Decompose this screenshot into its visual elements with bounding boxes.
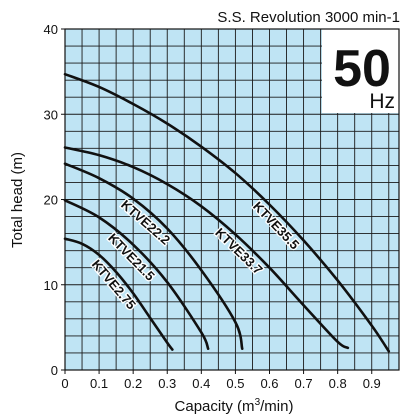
x-tick-label: 0.4 — [192, 376, 210, 391]
y-axis-ticks: 0 10 20 30 40 — [44, 22, 65, 378]
speed-note: S.S. Revolution 3000 min-1 — [217, 9, 400, 26]
curve-ktve22-2 — [63, 162, 244, 350]
frequency-value: 50 — [333, 40, 391, 98]
curve-ktve35-5 — [63, 72, 391, 353]
x-tick-label: 0 — [61, 376, 68, 391]
x-axis-label: Capacity (m3/min) — [175, 397, 294, 415]
y-axis-label: Total head (m) — [9, 152, 26, 248]
x-axis-label-superscript: 3 — [255, 397, 261, 408]
x-tick-label: 0.8 — [329, 376, 347, 391]
curve-ktve33-7 — [63, 146, 350, 350]
x-tick-label: 0.5 — [226, 376, 244, 391]
frequency-unit: Hz — [369, 90, 395, 113]
y-tick-label: 10 — [44, 278, 58, 293]
curve-ktve2-75 — [63, 237, 174, 351]
y-tick-label: 20 — [44, 193, 58, 208]
x-tick-label: 0.7 — [295, 376, 313, 391]
x-axis-label-end: /min) — [260, 398, 293, 415]
x-tick-label: 0.3 — [158, 376, 176, 391]
x-tick-label: 0.2 — [124, 376, 142, 391]
frequency-badge — [322, 29, 399, 113]
y-tick-label: 30 — [44, 107, 58, 122]
y-tick-label: 40 — [44, 22, 58, 37]
performance-curves — [63, 72, 391, 353]
x-axis-ticks: 0 0.1 0.2 0.3 0.4 0.5 0.6 0.7 0.8 0.9 — [61, 370, 381, 391]
y-tick-label: 0 — [51, 363, 58, 378]
curve-ktve21-5 — [63, 199, 210, 350]
x-tick-label: 0.6 — [260, 376, 278, 391]
x-axis-label-main: Capacity (m — [175, 398, 255, 415]
x-tick-label: 0.1 — [90, 376, 108, 391]
x-tick-label: 0.9 — [363, 376, 381, 391]
